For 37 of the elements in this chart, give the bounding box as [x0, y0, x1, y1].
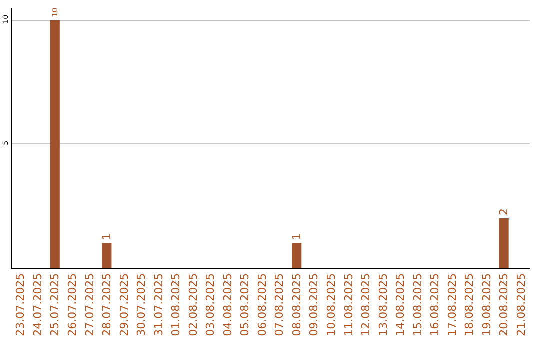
- x-tick-label: 27.07.2025: [83, 273, 96, 336]
- x-tick-label: 13.08.2025: [376, 273, 390, 336]
- data-label: 2: [498, 208, 511, 216]
- x-tick-label: 08.08.2025: [290, 273, 304, 336]
- x-tick-label: 28.07.2025: [100, 273, 114, 336]
- x-tick-label: 20.08.2025: [498, 273, 511, 336]
- data-label: 1: [100, 233, 114, 240]
- x-tick-label: 26.07.2025: [66, 273, 80, 336]
- bar: [499, 218, 509, 268]
- x-tick-label: 04.08.2025: [221, 273, 234, 336]
- x-tick-label: 11.08.2025: [342, 273, 356, 336]
- x-tick-label: 07.08.2025: [273, 273, 286, 336]
- x-tick-label: 29.07.2025: [118, 273, 131, 336]
- x-tick-label: 31.07.2025: [152, 273, 166, 336]
- x-tick-label: 14.08.2025: [394, 273, 408, 336]
- x-tick-label: 05.08.2025: [238, 273, 252, 336]
- x-tick-label: 21.08.2025: [514, 273, 528, 336]
- x-tick-label: 24.07.2025: [31, 273, 44, 336]
- x-tick-label: 06.08.2025: [256, 273, 269, 336]
- x-tick-label: 15.08.2025: [411, 273, 424, 336]
- x-tick-label: 10.08.2025: [325, 273, 338, 336]
- x-tick-label: 03.08.2025: [204, 273, 218, 336]
- data-label: 1: [290, 233, 304, 240]
- x-tick-label: 23.07.2025: [14, 273, 28, 336]
- bar: [102, 243, 112, 268]
- x-tick-label: 09.08.2025: [308, 273, 321, 336]
- x-tick-label: 25.07.2025: [48, 273, 62, 336]
- x-tick-label: 18.08.2025: [463, 273, 476, 336]
- bar: [292, 243, 302, 268]
- x-tick-label: 01.08.2025: [170, 273, 183, 336]
- x-tick-label: 19.08.2025: [480, 273, 494, 336]
- x-tick-label: 12.08.2025: [360, 273, 373, 336]
- bar: [50, 20, 60, 268]
- x-tick-label: 16.08.2025: [428, 273, 442, 336]
- x-tick-label: 02.08.2025: [186, 273, 200, 336]
- x-tick-label: 17.08.2025: [446, 273, 459, 336]
- x-tick-label: 30.07.2025: [135, 273, 148, 336]
